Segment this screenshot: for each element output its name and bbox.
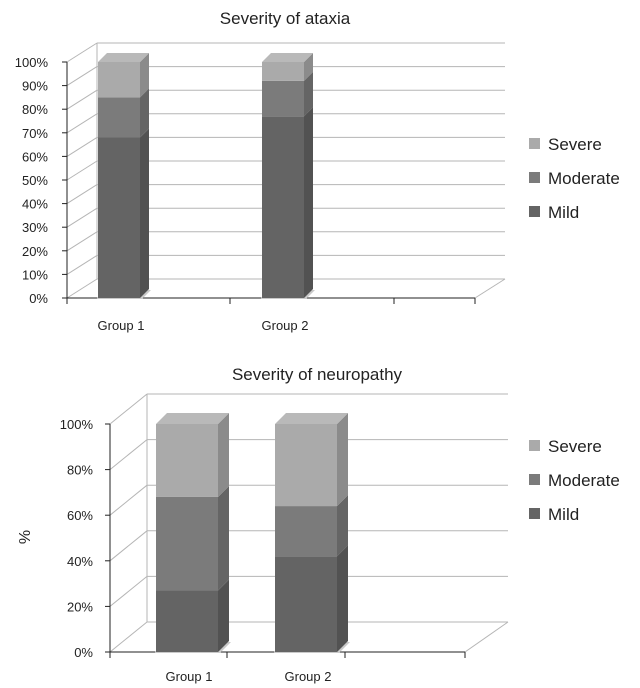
- bar-side-moderate: [140, 88, 149, 138]
- y-tick-label: 80%: [22, 102, 48, 117]
- bar-side-severe: [337, 413, 348, 507]
- bar-segment-severe: [156, 424, 218, 497]
- bar-segment-severe: [98, 62, 140, 98]
- bar-segment-severe: [262, 62, 304, 81]
- legend-swatch-mild: [529, 206, 540, 217]
- y-tick-label: 100%: [60, 417, 94, 432]
- legend-swatch-moderate: [529, 172, 540, 183]
- side-grid-line: [66, 113, 98, 134]
- y-tick-label: 0%: [29, 291, 48, 306]
- legend-swatch-moderate: [529, 474, 540, 485]
- x-category-label: Group 2: [285, 669, 332, 684]
- bar-segment-mild: [275, 556, 337, 652]
- y-tick-label: 40%: [22, 197, 48, 212]
- bar-side-moderate: [304, 71, 313, 117]
- floor-edge: [464, 621, 509, 653]
- y-tick-label: 70%: [22, 126, 48, 141]
- y-tick-label: 60%: [67, 508, 93, 523]
- bar-side-severe: [140, 53, 149, 98]
- bar-side-severe: [218, 413, 229, 497]
- legend-label-mild: Mild: [548, 505, 579, 524]
- side-grid-line: [109, 484, 148, 516]
- bar-side-mild: [304, 107, 313, 298]
- bar-segment-severe: [275, 424, 337, 507]
- legend-label-severe: Severe: [548, 437, 602, 456]
- x-category-label: Group 1: [166, 669, 213, 684]
- y-tick-label: 30%: [22, 220, 48, 235]
- y-tick-label: 80%: [67, 463, 93, 478]
- chart-title-ataxia: Severity of ataxia: [220, 9, 351, 28]
- side-grid-line: [66, 66, 98, 87]
- bar-side-moderate: [337, 495, 348, 557]
- legend-label-moderate: Moderate: [548, 169, 620, 188]
- y-tick-label: 50%: [22, 173, 48, 188]
- bar-side-moderate: [218, 485, 229, 591]
- plot-area-ataxia: 0% 10% 20% 30% 40% 50% 60% 70% 80% 90% 100% Group 1…: [15, 42, 620, 333]
- y-tick-label: 20%: [22, 244, 48, 259]
- y-tick-label: 100%: [15, 55, 49, 70]
- side-grid-line: [66, 278, 98, 299]
- y-axis-label-neuropathy: %: [17, 530, 34, 544]
- legend-swatch-mild: [529, 508, 540, 519]
- y-tick-label: 0%: [74, 645, 93, 660]
- side-grid-line: [66, 89, 98, 110]
- bar-top: [156, 413, 229, 424]
- side-grid-line: [66, 207, 98, 228]
- bar-side-severe: [304, 53, 313, 81]
- side-grid-line: [66, 184, 98, 205]
- y-tick-label: 90%: [22, 79, 48, 94]
- x-category-label: Group 1: [98, 318, 145, 333]
- legend-swatch-severe: [529, 138, 540, 149]
- bar-top: [262, 53, 313, 62]
- bar-segment-mild: [262, 116, 304, 298]
- bar-segment-moderate: [275, 506, 337, 557]
- side-grid-line: [66, 160, 98, 181]
- side-grid-line: [109, 621, 148, 653]
- bar-side-mild: [337, 545, 348, 652]
- bar-segment-mild: [98, 137, 140, 298]
- side-grid-line: [109, 439, 148, 470]
- floor-edge: [474, 278, 506, 299]
- bar-segment-mild: [156, 590, 218, 652]
- bar-segment-moderate: [98, 97, 140, 138]
- plot-area-neuropathy: 0% 20% 40% 60% 80% 100% Group 1 Group 2 Severe Mo…: [60, 393, 620, 684]
- bar-side-mild: [140, 128, 149, 298]
- bar-top: [275, 413, 348, 424]
- side-grid-line: [66, 231, 98, 252]
- side-grid-line: [109, 576, 148, 607]
- side-grid-line: [66, 136, 98, 157]
- bar-segment-moderate: [156, 496, 218, 591]
- legend-swatch-severe: [529, 440, 540, 451]
- y-tick-label: 10%: [22, 267, 48, 282]
- chart-title-neuropathy: Severity of neuropathy: [232, 365, 403, 384]
- legend-label-moderate: Moderate: [548, 471, 620, 490]
- side-grid-line: [66, 42, 98, 63]
- legend-label-mild: Mild: [548, 203, 579, 222]
- bar-segment-moderate: [262, 80, 304, 117]
- y-tick-label: 40%: [67, 554, 93, 569]
- y-tick-label: 60%: [22, 149, 48, 164]
- x-category-label: Group 2: [262, 318, 309, 333]
- bar-top: [98, 53, 149, 62]
- side-grid-line: [109, 530, 148, 562]
- legend-label-severe: Severe: [548, 135, 602, 154]
- bar-side-mild: [218, 579, 229, 652]
- y-tick-label: 20%: [67, 599, 93, 614]
- side-grid-line: [109, 393, 148, 425]
- side-grid-line: [66, 254, 98, 275]
